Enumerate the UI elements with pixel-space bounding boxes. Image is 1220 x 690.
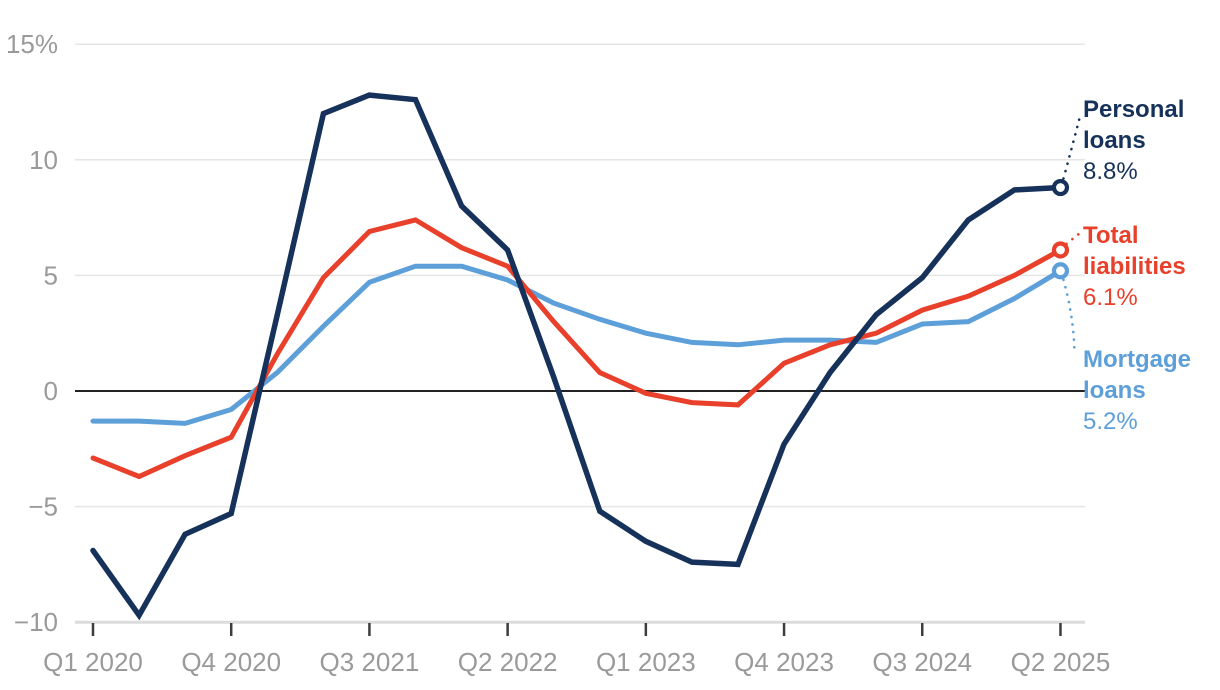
x-axis-label: Q3 2021 [320,647,420,677]
series-label-mortgage-loans: Mortgage loans [1083,346,1191,404]
leader-mortgage-loans [1062,278,1076,353]
series-annotation-total-liabilities: Total liabilities 6.1% [1083,220,1220,313]
y-axis-label: −10 [14,607,58,637]
x-axis-label: Q1 2020 [43,647,143,677]
x-axis-label: Q3 2024 [872,647,972,677]
series-line-personal-loans [90,92,1064,621]
y-axis-label: 10 [29,145,58,175]
series-end-value-personal-loans: 8.8% [1083,158,1138,185]
y-axis-label: −5 [28,492,58,522]
series-annotation-mortgage-loans: Mortgage loans 5.2% [1083,344,1220,437]
series-line-total-liabilities [90,217,1063,480]
end-marker-total-liabilities [1051,241,1070,259]
x-axis-label: Q2 2025 [1011,647,1111,677]
end-marker-personal-loans [1051,178,1070,197]
series-annotation-personal-loans: Personal loans 8.8% [1083,94,1220,187]
series-end-value-total-liabilities: 6.1% [1083,284,1138,311]
series-label-personal-loans: Personal loans [1083,96,1185,154]
leader-total-liabilities [1065,229,1084,246]
series-label-total-liabilities: Total liabilities [1083,222,1186,280]
leader-personal-loans [1062,113,1082,180]
y-axis-label: 0 [44,376,58,406]
x-axis-label: Q1 2023 [596,647,696,677]
y-axis-label: 5 [44,260,58,290]
y-axis-label: 15% [6,29,58,59]
end-marker-mortgage-loans [1051,262,1070,280]
x-axis-label: Q4 2023 [734,647,834,677]
series-end-value-mortgage-loans: 5.2% [1083,408,1138,435]
x-axis-label: Q4 2020 [181,647,281,677]
x-axis-label: Q2 2022 [458,647,558,677]
